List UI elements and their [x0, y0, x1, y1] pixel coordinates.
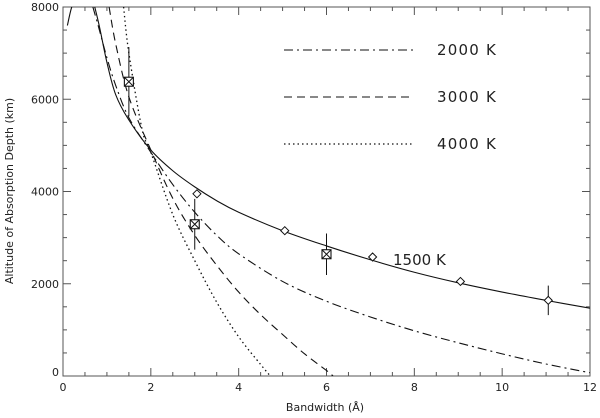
- data-point-diamond: [192, 189, 202, 199]
- plot-frame: [62, 6, 591, 377]
- diamond-marker: [192, 189, 202, 199]
- y-tick-label: 0: [52, 366, 59, 379]
- y-tick-label: 4000: [31, 186, 59, 199]
- axis-ticks: [62, 6, 591, 377]
- x-tick-label: 8: [411, 381, 418, 394]
- x-tick-label: 10: [495, 381, 509, 394]
- series-line-4000k: [122, 7, 271, 376]
- diamond-marker: [455, 276, 466, 287]
- series-line-3000k: [108, 7, 334, 376]
- x-tick-label: 4: [235, 381, 242, 394]
- y-axis-label: Altitude of Absorption Depth (km): [3, 98, 16, 284]
- series-line-1500k: [66, 7, 590, 309]
- box-marker-cross: [321, 249, 332, 260]
- legend-label-4000k: 4000 K: [437, 135, 497, 153]
- series-curves: [66, 7, 590, 376]
- x-axis-label: Bandwidth (Å): [286, 401, 364, 414]
- tick-labels: 0 2 4 6 8 10 12 0 2000 4000 6000 8000: [31, 1, 597, 394]
- series-line-2000k: [92, 7, 590, 374]
- data-point-diamond: [455, 276, 466, 287]
- data-point-box: [123, 47, 134, 117]
- data-point-diamond: [367, 252, 378, 262]
- data-point-box: [321, 233, 332, 275]
- diamond-marker: [543, 295, 553, 306]
- data-point-diamond: [543, 285, 553, 316]
- legend-label-2000k: 2000 K: [437, 41, 497, 59]
- plot-border: [62, 6, 591, 377]
- data-point-box: [189, 198, 200, 250]
- data-point-diamond: [280, 225, 290, 236]
- y-tick-label: 2000: [31, 278, 59, 291]
- x-tick-label: 6: [323, 381, 330, 394]
- curve-label-1500k: 1500 K: [393, 251, 447, 269]
- x-tick-label: 12: [583, 381, 597, 394]
- x-tick-label: 0: [60, 381, 67, 394]
- diamond-marker: [367, 252, 378, 262]
- box-marker-cross: [124, 76, 134, 87]
- data-points: [123, 47, 553, 316]
- x-tick-label: 2: [147, 381, 154, 394]
- legend-label-3000k: 3000 K: [437, 88, 497, 106]
- diamond-marker: [280, 225, 290, 236]
- y-tick-label: 6000: [31, 93, 59, 106]
- box-marker-cross: [189, 219, 200, 230]
- y-tick-label: 8000: [31, 1, 59, 14]
- legend: 2000 K 3000 K 4000 K: [284, 41, 497, 153]
